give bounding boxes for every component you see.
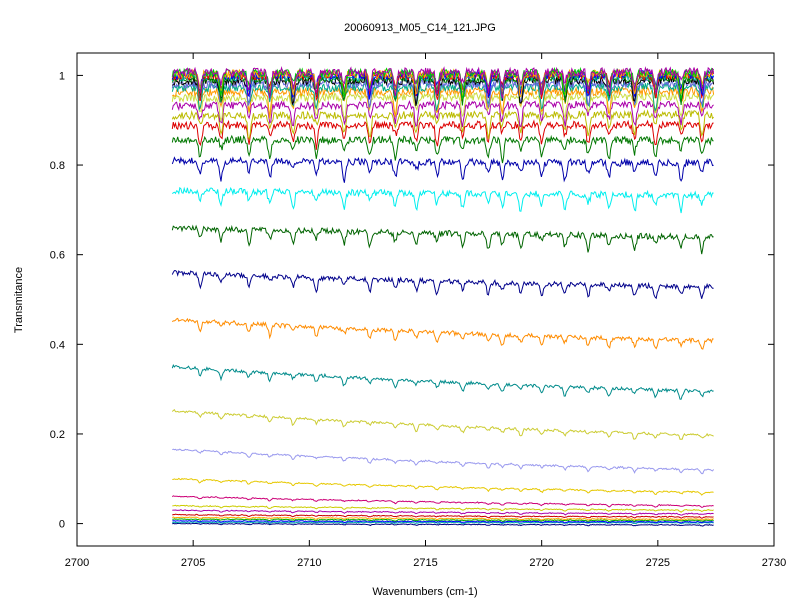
series-line [172,509,714,516]
series-line [172,513,714,519]
series-line [172,518,714,523]
series-line [171,408,714,440]
series-line [171,317,714,350]
series-line [171,99,714,128]
y-tick-label: 0.4 [50,339,65,351]
series-line [171,80,714,113]
y-tick-label: 0.2 [50,429,65,441]
series-line [171,77,714,108]
series-line [171,364,714,400]
series-line [171,109,714,141]
series-line [171,85,715,118]
y-tick-label: 0.8 [50,160,65,172]
y-tick-label: 0.6 [50,250,65,262]
series-line [172,448,715,475]
chart-title: 20060913_M05_C14_121.JPG [344,22,496,34]
series-line [171,156,714,183]
x-tick-label: 2700 [65,557,89,569]
x-tick-label: 2715 [413,557,437,569]
series-line [171,270,714,300]
series-layer [171,65,715,527]
series-line [171,495,714,508]
y-tick-label: 0 [59,519,65,531]
series-line [172,516,714,521]
y-axis-label: Transmitance [13,267,25,333]
series-line [172,521,714,525]
series-line [172,520,714,524]
tick-layer: 2700 2705 2710 2715 2720 2725 2730 0 0.2 0.4 0.6 0.… [50,53,786,569]
x-tick-label: 2720 [529,557,553,569]
x-axis-label: Wavenumbers (cm-1) [372,586,477,598]
series-line [171,91,714,123]
x-tick-label: 2730 [762,557,786,569]
series-line [172,522,714,527]
series-line [172,65,715,99]
series-line [171,224,714,255]
series-line [171,186,714,214]
x-tick-label: 2710 [297,557,321,569]
series-line [172,504,714,513]
x-tick-label: 2725 [646,557,670,569]
y-tick-label: 1 [59,70,65,82]
series-line [171,134,714,164]
series-line [171,119,714,150]
series-line [172,477,714,496]
x-tick-label: 2705 [181,557,205,569]
